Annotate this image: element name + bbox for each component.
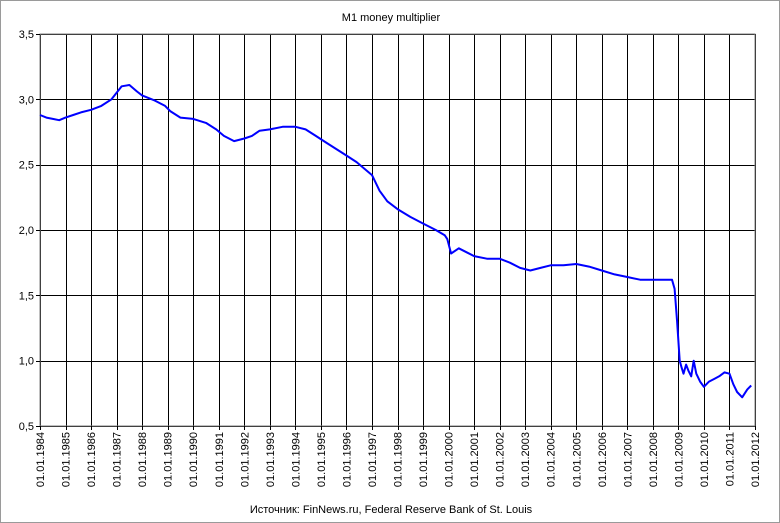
x-tick-label: 01.01.1997 bbox=[367, 432, 379, 487]
x-tick-label: 01.01.2000 bbox=[444, 432, 456, 487]
x-tick-label: 01.01.1987 bbox=[112, 432, 124, 487]
x-tick-label: 01.01.1990 bbox=[188, 432, 200, 487]
x-tick-label: 01.01.1999 bbox=[418, 432, 430, 487]
y-tick-label: 1,0 bbox=[19, 356, 34, 368]
x-tick-label: 01.01.1988 bbox=[137, 432, 149, 487]
y-tick-label: 1,5 bbox=[19, 290, 34, 302]
source-note: Источник: FinNews.ru, Federal Reserve Ba… bbox=[250, 504, 533, 516]
x-tick-label: 01.01.2012 bbox=[750, 432, 762, 487]
x-tick-label: 01.01.1995 bbox=[316, 432, 328, 487]
x-tick-label: 01.01.2011 bbox=[724, 432, 736, 486]
y-tick-label: 0,5 bbox=[19, 421, 34, 433]
x-tick-label: 01.01.1994 bbox=[290, 432, 302, 487]
x-axis: 01.01.1984 01.01.1985 01.01.1986 01.01.1987… bbox=[35, 426, 762, 487]
x-tick-label: 01.01.1998 bbox=[393, 432, 405, 487]
x-tick-label: 01.01.2010 bbox=[699, 432, 711, 487]
grid bbox=[40, 34, 756, 427]
x-tick-label: 01.01.1985 bbox=[61, 432, 73, 487]
y-tick-label: 3,0 bbox=[19, 94, 34, 106]
y-tick-label: 3,5 bbox=[19, 29, 34, 41]
x-tick-label: 01.01.2008 bbox=[648, 432, 660, 487]
x-tick-label: 01.01.2009 bbox=[673, 432, 685, 487]
x-tick-label: 01.01.1992 bbox=[239, 432, 251, 487]
x-tick-label: 01.01.2007 bbox=[622, 432, 634, 487]
y-tick-label: 2,5 bbox=[19, 160, 34, 172]
series-line bbox=[39, 84, 752, 399]
x-tick-label: 01.01.2004 bbox=[546, 432, 558, 487]
y-axis: 0,5 1,0 1,5 2,0 2,5 3,0 3,5 bbox=[19, 29, 40, 433]
x-tick-label: 01.01.2006 bbox=[597, 432, 609, 487]
x-tick-label: 01.01.1991 bbox=[214, 432, 226, 487]
x-tick-label: 01.01.1989 bbox=[163, 432, 175, 487]
x-tick-label: 01.01.1993 bbox=[265, 432, 277, 487]
y-tick-label: 2,0 bbox=[19, 225, 34, 237]
x-tick-label: 01.01.1996 bbox=[341, 432, 353, 487]
x-tick-label: 01.01.2003 bbox=[520, 432, 532, 487]
x-tick-label: 01.01.2005 bbox=[571, 432, 583, 487]
x-tick-label: 01.01.2001 bbox=[469, 432, 481, 487]
chart-title: M1 money multiplier bbox=[342, 12, 441, 24]
x-tick-label: 01.01.2002 bbox=[495, 432, 507, 487]
x-tick-label: 01.01.1986 bbox=[86, 432, 98, 487]
x-tick-label: 01.01.1984 bbox=[35, 432, 47, 487]
